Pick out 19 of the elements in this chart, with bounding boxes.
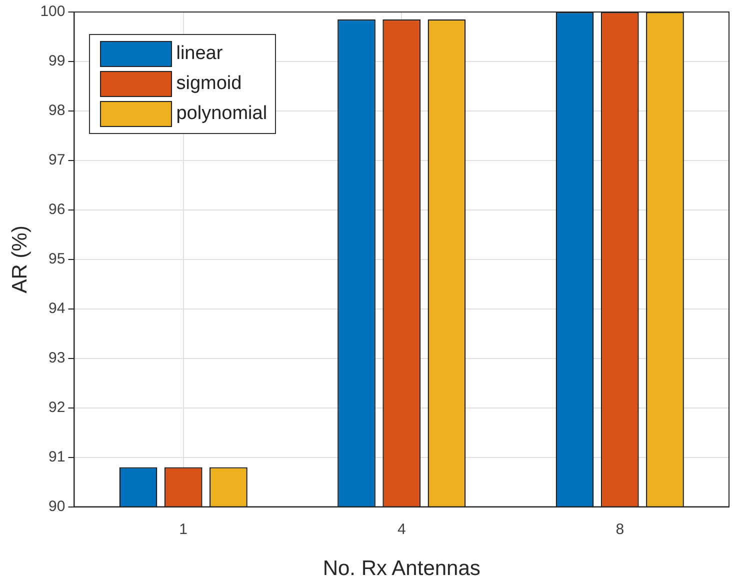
y-tick-label: 96 [48, 201, 66, 218]
x-tick-label: 1 [179, 520, 188, 538]
y-tick-label: 100 [40, 3, 66, 20]
x-axis-title: No. Rx Antennas [322, 557, 480, 580]
y-tick-label: 99 [48, 52, 66, 70]
y-tick-label: 97 [48, 152, 66, 169]
y-tick-label: 93 [48, 350, 66, 366]
legend-label: polynomial [176, 103, 268, 125]
y-tick-label: 91 [48, 448, 66, 466]
y-tick-label: 92 [48, 398, 66, 416]
y-tick-label: 94 [48, 300, 66, 318]
legend-label: sigmoid [176, 73, 242, 95]
y-axis-title: AR (%) [8, 226, 32, 294]
y-tick-label: 90 [48, 498, 66, 515]
y-tick-label: 98 [48, 102, 66, 120]
x-tick-label: 4 [397, 520, 406, 538]
y-tick-label: 95 [48, 250, 66, 268]
x-tick-label: 8 [616, 520, 624, 538]
legend-label: linear [176, 43, 223, 65]
